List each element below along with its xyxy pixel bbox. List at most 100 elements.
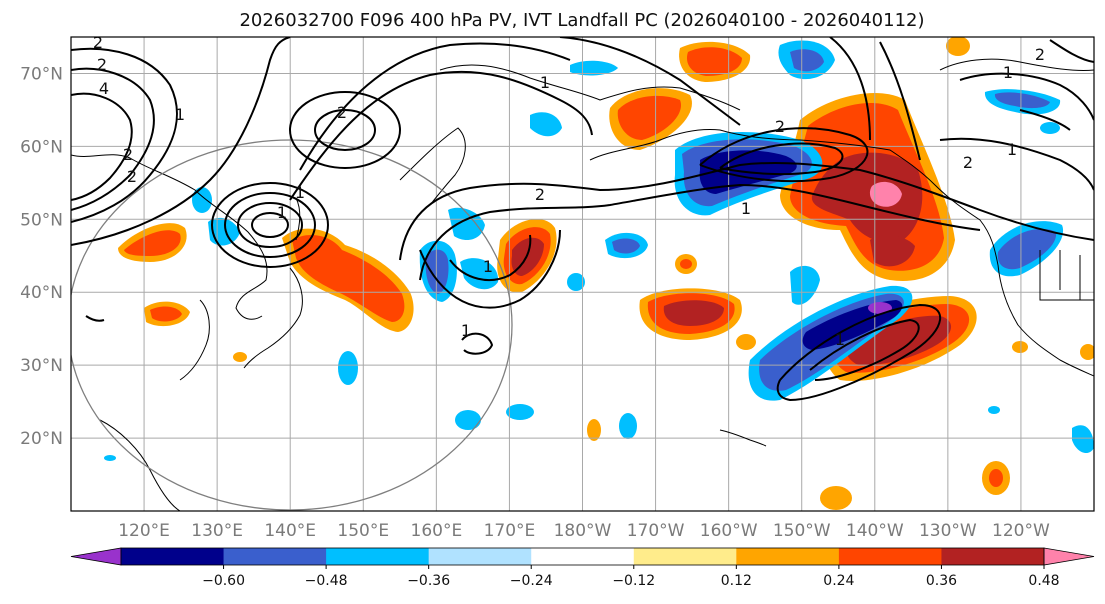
contour-value-label: 2 <box>123 145 133 164</box>
contour-value-label: 1 <box>175 105 185 124</box>
colorbar <box>70 547 1095 566</box>
anomaly-patch <box>846 315 952 366</box>
pv-contour <box>399 161 1094 261</box>
colorbar-bin <box>223 548 327 565</box>
contour-value-label: 1 <box>1007 140 1017 159</box>
graticule <box>71 37 1094 511</box>
longitude-label: 120°E <box>118 521 170 541</box>
contour-value-label: 1 <box>461 321 471 340</box>
colorbar-bin <box>838 548 942 565</box>
longitude-label: 150°E <box>337 521 389 541</box>
latitude-label: 50°N <box>20 210 63 230</box>
pv-contour <box>879 41 921 161</box>
pv-contour <box>719 142 844 176</box>
anomaly-patch <box>1080 344 1094 360</box>
anomaly-patch <box>1072 425 1094 454</box>
longitude-label: 160°W <box>700 521 758 541</box>
pv-contour <box>939 137 1094 191</box>
anomaly-patch <box>587 419 601 441</box>
coastline-alaska <box>589 129 999 266</box>
anomaly-patch <box>455 410 481 430</box>
anomaly-patch <box>292 235 405 322</box>
coastline-asia <box>71 154 268 320</box>
pv-contour <box>289 91 401 169</box>
anomaly-patch <box>617 95 682 140</box>
anomaly-patch <box>506 404 534 420</box>
coastline-kamchatka <box>399 127 466 206</box>
colorbar-frame <box>120 547 1045 566</box>
contour-value-label: 2 <box>963 153 973 172</box>
colorbar-bin <box>531 548 635 565</box>
colorbar-tick-label: 0.36 <box>926 573 957 589</box>
pv-contour <box>71 47 178 223</box>
pv-contour <box>71 67 155 211</box>
contour-value-label: 2 <box>97 55 107 74</box>
pv-contour <box>237 202 303 248</box>
anomaly-patch <box>338 351 358 385</box>
colorbar-extend-min <box>70 547 122 566</box>
colorbar-bin <box>633 548 737 565</box>
anomaly-patch <box>870 235 915 267</box>
latitude-label: 20°N <box>20 429 63 449</box>
anomaly-patch <box>997 228 1057 270</box>
longitude-label: 130°W <box>919 521 977 541</box>
anomaly-patch <box>612 238 640 254</box>
contour-value-label: 4 <box>99 79 109 98</box>
anomaly-patch <box>820 486 852 510</box>
colorbar-bin <box>736 548 840 565</box>
landfall-radius-circle <box>71 139 513 511</box>
pv-contour <box>959 72 1094 121</box>
contour-value-label: 2 <box>535 185 545 204</box>
contour-value-label: 1 <box>277 203 287 222</box>
latitude-label: 70°N <box>20 64 63 84</box>
anomaly-patch <box>150 306 182 322</box>
latitude-labels: 70°N 60°N 50°N 40°N 30°N 20°N <box>20 64 63 449</box>
pv-contour <box>809 318 920 381</box>
pv-contour <box>419 229 561 309</box>
longitude-label: 170°E <box>484 521 536 541</box>
longitude-label: 170°W <box>627 521 685 541</box>
contour-value-label: 2 <box>1035 45 1045 64</box>
anomaly-patch <box>663 300 724 326</box>
colorbar-tick-label: 0.12 <box>721 573 752 589</box>
pv-contour <box>71 92 133 201</box>
anomaly-patch <box>460 258 499 290</box>
anomaly-patch <box>869 181 902 207</box>
latitude-label: 60°N <box>20 137 63 157</box>
pv-contour <box>314 109 376 151</box>
anomaly-patch <box>1040 122 1060 134</box>
longitude-label: 160°E <box>411 521 463 541</box>
pv-contour <box>699 127 869 183</box>
contour-value-label: 1 <box>1003 63 1013 82</box>
pv-contour <box>251 212 289 238</box>
pv-contour <box>559 37 741 126</box>
anomaly-patch <box>736 334 756 350</box>
anomaly-patch <box>988 406 1000 414</box>
pv-contour <box>299 42 571 171</box>
colorbar-tick-labels: −0.60 −0.48 −0.36 −0.24 −0.12 0.12 0.24 0.36 0.4… <box>202 565 1060 589</box>
anomaly-patch <box>1012 341 1028 353</box>
pv-contour <box>829 37 871 141</box>
state-borders <box>1039 250 1094 301</box>
longitude-labels: 120°E 130°E 140°E 150°E 160°E 170°E 180°W 170°W… <box>118 521 1050 541</box>
anomaly-patch <box>946 37 970 56</box>
pv-contour <box>85 315 105 322</box>
contour-value-label: 1 <box>540 73 550 92</box>
longitude-label: 120°W <box>992 521 1050 541</box>
pv-contour <box>289 70 593 201</box>
contour-value-label: 2 <box>775 117 785 136</box>
anomaly-patch <box>989 469 1003 487</box>
contour-value-label: 1 <box>483 257 493 276</box>
coastline-north-america <box>997 264 1094 377</box>
colorbar-bin <box>121 548 225 565</box>
anomaly-patch <box>192 187 212 213</box>
pv-contour <box>461 332 494 355</box>
colorbar-tick-label: −0.48 <box>305 573 348 589</box>
coastline-se-asia <box>99 419 181 511</box>
coastline-korea <box>179 299 210 381</box>
pv-contour <box>71 37 291 246</box>
colorbar-tick-label: −0.36 <box>407 573 450 589</box>
